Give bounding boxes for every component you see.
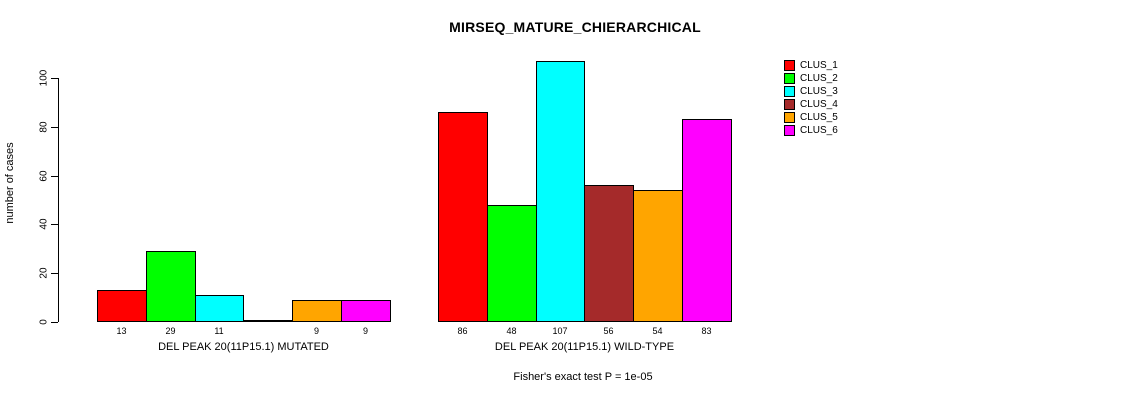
bar-value-label: 11 <box>214 326 224 336</box>
y-axis-tick-label: 40 <box>38 218 50 230</box>
legend-item: CLUS_1 <box>784 59 838 72</box>
y-axis-tick <box>51 127 58 128</box>
legend-swatch <box>784 73 795 84</box>
bar-clus_5-group1 <box>292 300 342 322</box>
y-axis-tick-label: 20 <box>38 267 50 279</box>
bar-clus_4-group1-zero <box>243 320 293 322</box>
legend-label: CLUS_5 <box>800 112 838 123</box>
legend-label: CLUS_6 <box>800 125 838 136</box>
legend-swatch <box>784 125 795 136</box>
y-axis-line <box>58 78 59 322</box>
bar-clus_1-group2 <box>438 112 488 322</box>
legend-item: CLUS_6 <box>784 124 838 137</box>
y-axis-label: number of cases <box>4 142 16 224</box>
legend-swatch <box>784 112 795 123</box>
bar-value-label: 86 <box>457 326 468 336</box>
bar-clus_3-group1 <box>195 295 244 322</box>
bar-clus_1-group1 <box>97 290 147 322</box>
bar-clus_2-group1 <box>146 251 196 322</box>
bar-value-label: 56 <box>603 326 614 336</box>
x-group-label: DEL PEAK 20(11P15.1) WILD-TYPE <box>494 341 675 353</box>
bar-value-label: 48 <box>506 326 517 336</box>
y-axis-tick <box>51 322 58 323</box>
bar-clus_2-group2 <box>487 205 537 322</box>
legend-item: CLUS_3 <box>784 85 838 98</box>
bar-value-label: 9 <box>313 326 320 336</box>
legend: CLUS_1 CLUS_2 CLUS_3 CLUS_4 CLUS_5 CLUS_6 <box>784 59 838 137</box>
bar-clus_6-group1 <box>341 300 391 322</box>
bar-value-label: 29 <box>165 326 176 336</box>
bar-value-label: 13 <box>116 326 127 336</box>
bar-value-label: 54 <box>652 326 663 336</box>
legend-item: CLUS_2 <box>784 72 838 85</box>
x-group-label: DEL PEAK 20(11P15.1) MUTATED <box>158 341 329 353</box>
y-axis-tick <box>51 273 58 274</box>
legend-swatch <box>784 99 795 110</box>
bar-clus_3-group2 <box>536 61 585 322</box>
legend-swatch <box>784 60 795 71</box>
y-axis-tick-label: 80 <box>38 121 50 133</box>
legend-swatch <box>784 86 795 97</box>
bar-value-label: 9 <box>362 326 369 336</box>
y-axis-tick <box>51 224 58 225</box>
y-axis-tick-label: 0 <box>38 319 50 325</box>
legend-label: CLUS_2 <box>800 73 838 84</box>
bar-value-label: 107 <box>552 326 568 336</box>
legend-label: CLUS_1 <box>800 60 838 71</box>
legend-item: CLUS_5 <box>784 111 838 124</box>
y-axis-tick <box>51 176 58 177</box>
subtitle-fisher-test: Fisher's exact test P = 1e-05 <box>513 371 653 383</box>
y-axis-tick-label: 100 <box>38 69 50 87</box>
bar-clus_6-group2 <box>682 119 732 322</box>
bar-value-label: 83 <box>701 326 712 336</box>
legend-item: CLUS_4 <box>784 98 838 111</box>
y-axis-tick <box>51 78 58 79</box>
bar-clus_5-group2 <box>633 190 683 322</box>
chart-title: MIRSEQ_MATURE_CHIERARCHICAL <box>449 19 701 35</box>
y-axis-tick-label: 60 <box>38 170 50 182</box>
legend-label: CLUS_4 <box>800 99 838 110</box>
legend-label: CLUS_3 <box>800 86 838 97</box>
bar-clus_4-group2 <box>584 185 634 322</box>
